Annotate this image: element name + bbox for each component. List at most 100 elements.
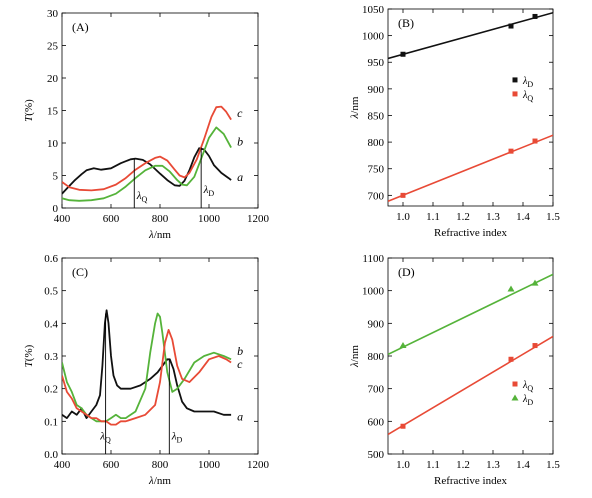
- y-axis-label: λ/nm: [349, 96, 361, 119]
- x-tick-label: 1000: [198, 459, 221, 471]
- x-tick-label: 1.2: [456, 459, 470, 471]
- marker-label: λD: [203, 184, 215, 198]
- y-tick-label: 0.0: [44, 449, 58, 461]
- y-tick-label: 800: [368, 137, 385, 149]
- y-tick-label: 800: [368, 351, 385, 363]
- y-tick-label: 25: [47, 41, 59, 53]
- x-tick-label: 1.5: [546, 211, 560, 223]
- x-tick-label: 1.1: [426, 211, 440, 223]
- data-point: [507, 285, 515, 292]
- marker-label: λQ: [99, 430, 111, 444]
- x-tick-label: 800: [152, 213, 169, 225]
- y-tick-label: 950: [368, 57, 385, 69]
- y-tick-label: 1000: [362, 31, 385, 43]
- x-tick-label: 1.0: [396, 211, 410, 223]
- y-tick-label: 5: [53, 171, 59, 183]
- x-axis-label: λ/nm: [148, 229, 171, 241]
- x-tick-label: 800: [152, 459, 169, 471]
- series-line-c: [62, 329, 232, 426]
- x-tick-label: 1.3: [486, 459, 500, 471]
- legend-marker: [512, 91, 518, 97]
- panel-2: 1.0 1.1 1.2 1.3 1.4 1.5 700 750 800 850 900 950 1000…: [349, 4, 560, 239]
- legend-entry: λD: [522, 394, 533, 407]
- x-tick-label: 400: [54, 459, 71, 471]
- marker-label: λQ: [136, 190, 148, 204]
- y-axis-label: T(%): [23, 344, 35, 367]
- data-point: [400, 423, 406, 429]
- plot-frame: [387, 257, 554, 455]
- fit-line-λD: [388, 273, 553, 356]
- curve-label-a: a: [237, 409, 243, 423]
- x-tick-label: 600: [103, 459, 120, 471]
- marker-label: λD: [171, 430, 183, 444]
- y-tick-label: 1100: [362, 253, 384, 265]
- y-tick-label: 500: [368, 449, 385, 461]
- y-axis-label: T(%): [23, 99, 35, 122]
- data-point: [399, 342, 407, 349]
- x-tick-label: 1200: [247, 459, 270, 471]
- x-tick-label: 1.5: [546, 459, 560, 471]
- curve-label-b: b: [237, 135, 243, 149]
- y-tick-label: 0.1: [44, 416, 58, 428]
- x-tick-label: 1.3: [486, 211, 500, 223]
- y-tick-label: 20: [47, 73, 59, 85]
- curve-label-c: c: [237, 106, 243, 120]
- y-tick-label: 0.2: [44, 384, 58, 396]
- fit-line-λQ: [388, 335, 553, 436]
- panel-4: 1.0 1.1 1.2 1.3 1.4 1.5 500 600 700 800 900 1000 110…: [349, 253, 560, 487]
- legend-marker: [511, 394, 519, 401]
- panel-1: 400 600 800 1000 1200 0 5 10 15 20 25 30 λ/nm T(%) (A)…: [23, 8, 270, 241]
- y-tick-label: 0: [53, 203, 59, 215]
- data-point: [508, 23, 514, 29]
- x-tick-label: 600: [103, 213, 120, 225]
- legend-marker: [512, 77, 518, 83]
- y-tick-label: 30: [47, 8, 59, 20]
- y-tick-label: 15: [47, 106, 59, 118]
- y-tick-label: 850: [368, 110, 385, 122]
- curve-label-c: c: [237, 357, 243, 371]
- x-tick-label: 1.4: [516, 459, 530, 471]
- plot-frame: [387, 8, 554, 207]
- panel-label: (D): [398, 265, 415, 279]
- x-tick-label: 1.4: [516, 211, 530, 223]
- plot-frame: [61, 257, 259, 455]
- x-tick-label: 1.0: [396, 459, 410, 471]
- series-line-b: [62, 126, 232, 202]
- y-tick-label: 900: [368, 318, 385, 330]
- x-axis-label: λ/nm: [148, 475, 171, 487]
- x-axis-label: Refractive index: [434, 227, 507, 239]
- panel-label: (A): [72, 20, 89, 34]
- y-tick-label: 700: [368, 384, 385, 396]
- legend-marker: [512, 381, 518, 387]
- y-tick-label: 700: [368, 190, 385, 202]
- x-axis-label: Refractive index: [434, 475, 507, 487]
- data-point: [508, 356, 514, 362]
- y-axis-label: λ/nm: [349, 345, 361, 368]
- curve-label-a: a: [237, 170, 243, 184]
- curve-label-b: b: [237, 344, 243, 358]
- y-tick-label: 0.6: [44, 253, 58, 265]
- data-point: [531, 279, 539, 286]
- y-tick-label: 1000: [362, 286, 385, 298]
- y-tick-label: 600: [368, 416, 385, 428]
- x-tick-label: 1.2: [456, 211, 470, 223]
- data-point: [532, 343, 538, 349]
- y-tick-label: 0.4: [44, 318, 58, 330]
- fit-line-λD: [388, 11, 553, 60]
- series-line-c: [62, 105, 232, 192]
- panel-label: (C): [72, 265, 88, 279]
- y-tick-label: 0.3: [44, 351, 58, 363]
- x-tick-label: 1000: [198, 213, 221, 225]
- data-point: [400, 192, 406, 198]
- y-tick-label: 1050: [362, 4, 385, 16]
- series-line-b: [62, 312, 232, 423]
- y-tick-label: 0.5: [44, 286, 58, 298]
- x-tick-label: 400: [54, 213, 71, 225]
- data-point: [532, 138, 538, 144]
- panel-label: (B): [398, 16, 414, 30]
- data-point: [508, 148, 514, 154]
- series-line-a: [62, 147, 232, 195]
- legend-entry: λQ: [522, 90, 533, 103]
- data-point: [400, 51, 406, 57]
- x-tick-label: 1200: [247, 213, 270, 225]
